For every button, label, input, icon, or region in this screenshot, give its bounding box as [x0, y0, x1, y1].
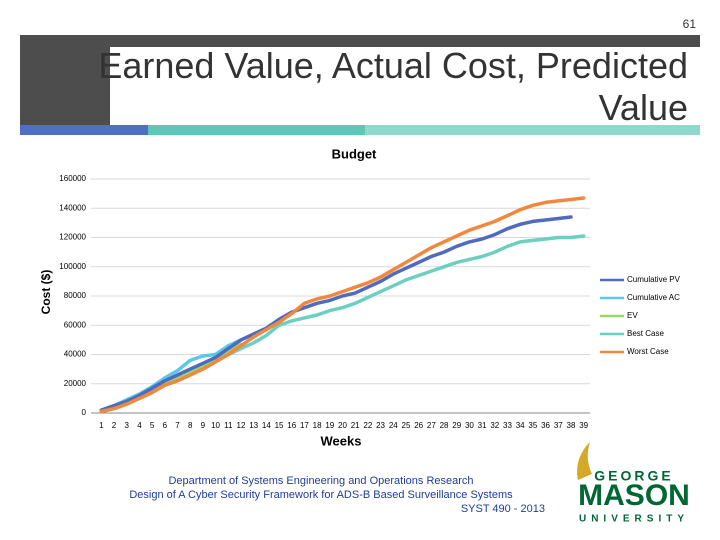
- slide-number: 61: [683, 17, 697, 31]
- y-tick-label: 60000: [64, 320, 87, 329]
- x-tick-label: 13: [249, 421, 258, 430]
- x-tick-label: 10: [211, 421, 220, 430]
- x-tick-label: 19: [325, 421, 334, 430]
- x-tick-label: 11: [224, 421, 233, 430]
- x-tick-label: 12: [237, 421, 246, 430]
- x-tick-label: 1: [99, 421, 104, 430]
- logo-flame: [577, 442, 592, 480]
- x-axis-label: Weeks: [321, 433, 362, 448]
- x-tick-label: 20: [338, 421, 347, 430]
- x-tick-label: 23: [376, 421, 385, 430]
- y-tick-label: 100000: [59, 262, 86, 271]
- x-tick-label: 25: [402, 421, 411, 430]
- y-tick-label: 0: [82, 408, 87, 417]
- footer-line: SYST 490 - 2013: [461, 503, 545, 515]
- header-block: [20, 35, 110, 125]
- footer-line: Design of A Cyber Security Framework for…: [129, 489, 513, 501]
- x-tick-label: 21: [351, 421, 360, 430]
- x-tick-label: 29: [452, 421, 461, 430]
- slide-title: Earned Value, Actual Cost, Predicted Valu…: [98, 45, 688, 128]
- legend-label: Cumulative AC: [627, 293, 680, 302]
- x-tick-label: 32: [490, 421, 499, 430]
- x-tick-label: 9: [201, 421, 206, 430]
- x-tick-label: 6: [163, 421, 168, 430]
- x-tick-label: 26: [414, 421, 423, 430]
- x-tick-label: 14: [262, 421, 271, 430]
- x-tick-label: 18: [313, 421, 322, 430]
- x-tick-label: 8: [188, 421, 193, 430]
- logo-top: GEORGE: [594, 468, 673, 484]
- accent-strip: [20, 125, 148, 135]
- x-tick-label: 22: [363, 421, 372, 430]
- x-tick-label: 33: [503, 421, 512, 430]
- legend-label: Worst Case: [627, 347, 669, 356]
- y-axis-label: Cost ($): [39, 270, 53, 315]
- series-line: [99, 196, 586, 414]
- x-tick-label: 27: [427, 421, 436, 430]
- accent-strip: [365, 125, 700, 135]
- y-tick-label: 40000: [64, 350, 87, 359]
- chart-title: Budget: [332, 146, 377, 161]
- x-tick-label: 37: [554, 421, 563, 430]
- series-line: [99, 215, 573, 412]
- x-tick-label: 24: [389, 421, 398, 430]
- x-tick-label: 34: [516, 421, 525, 430]
- y-tick-label: 20000: [64, 379, 87, 388]
- legend-label: Best Case: [627, 329, 664, 338]
- x-tick-label: 4: [137, 421, 142, 430]
- logo-bottom: UNIVERSITY: [579, 514, 689, 525]
- logo-main: MASON: [578, 479, 690, 512]
- legend-label: EV: [627, 311, 638, 320]
- y-tick-label: 80000: [64, 291, 87, 300]
- x-tick-label: 2: [112, 421, 117, 430]
- x-tick-label: 35: [528, 421, 537, 430]
- legend-label: Cumulative PV: [627, 275, 681, 284]
- x-tick-label: 39: [579, 421, 588, 430]
- x-tick-label: 31: [478, 421, 487, 430]
- x-tick-label: 15: [275, 421, 284, 430]
- x-tick-label: 36: [541, 421, 550, 430]
- x-tick-label: 38: [567, 421, 576, 430]
- y-tick-label: 120000: [59, 233, 86, 242]
- footer-line: Department of Systems Engineering and Op…: [168, 475, 473, 487]
- x-tick-label: 16: [287, 421, 296, 430]
- accent-strip: [148, 125, 365, 135]
- y-tick-label: 160000: [59, 174, 86, 183]
- x-tick-label: 28: [440, 421, 449, 430]
- x-tick-label: 5: [150, 421, 155, 430]
- x-tick-label: 7: [175, 421, 180, 430]
- y-tick-label: 140000: [59, 203, 86, 212]
- header-bar: [20, 35, 700, 47]
- x-tick-label: 3: [125, 421, 130, 430]
- x-tick-label: 17: [300, 421, 309, 430]
- x-tick-label: 30: [465, 421, 474, 430]
